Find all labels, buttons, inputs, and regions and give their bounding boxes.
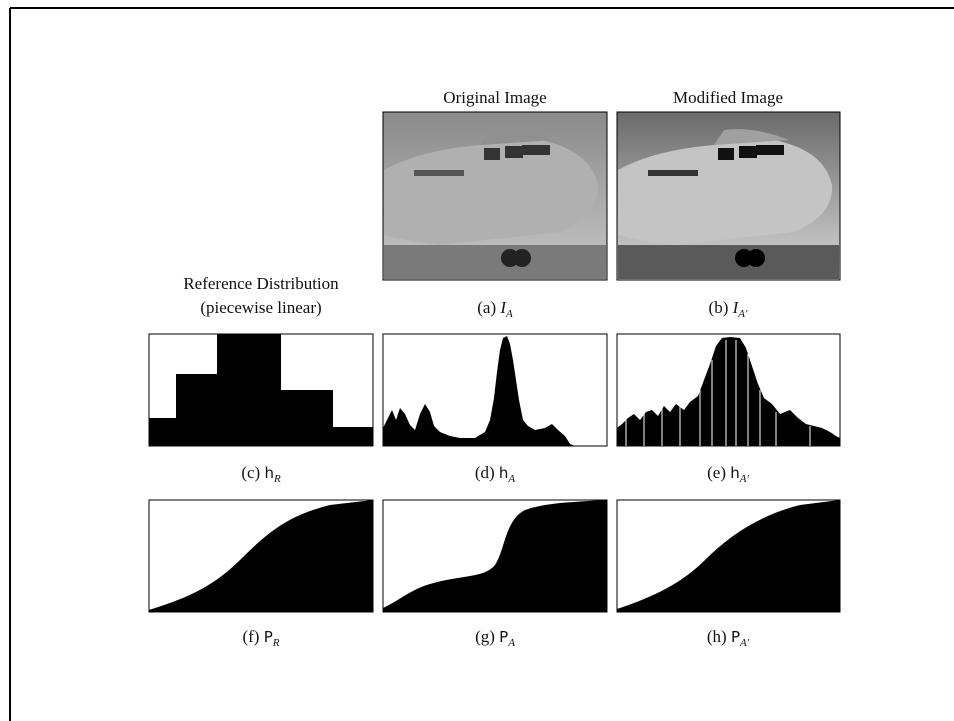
figure-page: Original Image Modified Image Reference …: [0, 0, 954, 721]
image-modified: [617, 112, 840, 280]
caption: (h) PA′: [707, 627, 750, 649]
caption-symbol: h: [264, 464, 274, 482]
caption-subscript: A′: [739, 473, 750, 485]
caption: (a) IA: [477, 298, 513, 320]
caption-symbol: P: [264, 628, 273, 646]
caption: (c) hR: [241, 463, 281, 485]
caption-subscript: A: [507, 637, 515, 649]
cumulative-original: [383, 500, 607, 612]
caption: (g) PA: [475, 627, 515, 649]
caption: (f) PR: [242, 627, 279, 649]
reference-title: Reference Distribution: [183, 274, 339, 293]
caption-label: (c): [241, 463, 260, 482]
caption-label: (h): [707, 627, 727, 646]
caption-subscript: A: [507, 473, 515, 485]
cumulative-modified: [617, 500, 840, 612]
caption-subscript: R: [273, 473, 281, 485]
caption-symbol: h: [730, 464, 740, 482]
caption-subscript: A′: [739, 637, 750, 649]
caption: (d) hA: [475, 463, 516, 485]
caption-subscript: R: [272, 637, 280, 649]
reference-subtitle: (piecewise linear): [200, 298, 321, 317]
image-original: [383, 112, 607, 280]
histogram-modified: [617, 334, 840, 446]
caption-subscript: A: [505, 308, 513, 320]
caption-symbol: P: [731, 628, 740, 646]
caption-label: (g): [475, 627, 495, 646]
histogram-original: [383, 334, 607, 446]
caption-subscript: A′: [737, 308, 748, 320]
caption-label: (a): [477, 298, 496, 317]
caption-label: (f): [242, 627, 259, 646]
caption-label: (d): [475, 463, 495, 482]
caption-label: (b): [709, 298, 729, 317]
caption-label: (e): [707, 463, 726, 482]
column-header: Modified Image: [673, 88, 783, 107]
column-header: Original Image: [443, 88, 546, 107]
histogram-reference: [149, 334, 373, 446]
caption: (e) hA′: [707, 463, 749, 485]
caption: (b) IA′: [709, 298, 748, 320]
caption-symbol: P: [499, 628, 508, 646]
cumulative-reference: [149, 500, 373, 612]
caption-symbol: h: [499, 464, 509, 482]
